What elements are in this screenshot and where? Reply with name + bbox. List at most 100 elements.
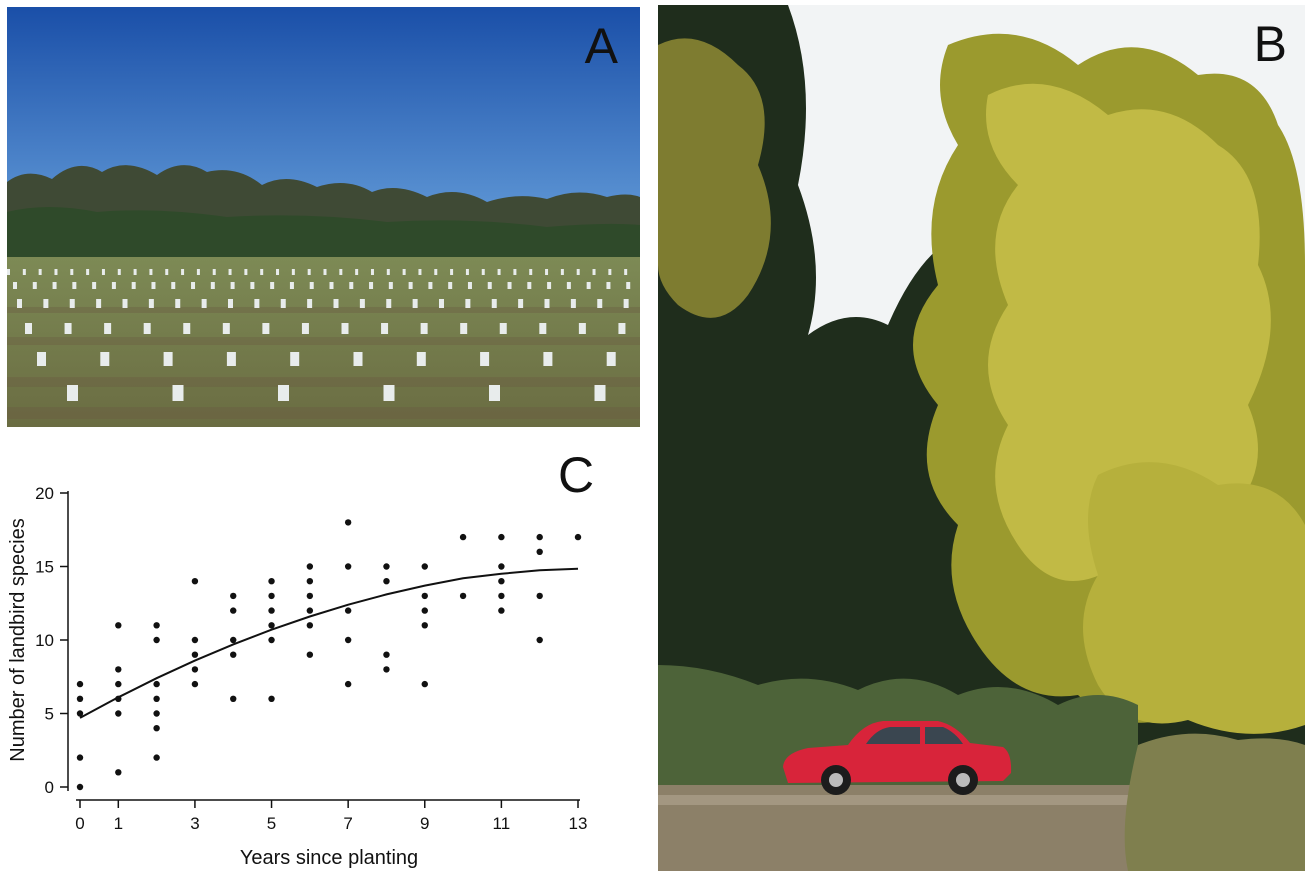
tree-shelter [151,282,156,289]
tree-shelter [329,282,334,289]
tree-shelter [341,323,349,334]
tree-shelter [226,352,236,366]
x-tick-label: 13 [569,814,588,833]
data-point [574,533,582,541]
tree-shelter [412,299,418,308]
x-tick-label: 9 [420,814,429,833]
tree-shelter [386,299,392,308]
tree-shelter [290,352,300,366]
species-richness-chart: 0 5 10 15 20 0 1 3 5 7 9 11 13 Years since planting … [0,430,650,871]
tree-shelter [122,299,128,308]
tree-shelter [7,269,10,275]
tree-shelter [210,282,215,289]
chart-points [76,519,582,791]
data-point [383,578,390,585]
tree-shelter [181,269,185,275]
tree-shelter [101,269,105,275]
tree-shelter [72,282,77,289]
tree-shelter [260,269,264,275]
data-point [76,783,84,791]
tree-shelter [383,385,395,401]
data-point [268,636,275,644]
tree-shelter [416,352,426,366]
tree-shelter [428,282,433,289]
photo-planted-field-image [7,7,640,427]
tree-shelter [96,299,102,308]
data-point [306,563,314,570]
tree-shelter [369,282,374,289]
tree-shelter [172,385,184,401]
tree-shelter [17,299,22,308]
tree-shelter [594,385,606,401]
tree-shelter [527,282,532,289]
tree-shelter [586,282,591,289]
tree-shelter [339,269,343,275]
tree-shelter [544,299,550,308]
tree-shelter [618,323,626,334]
data-point [153,622,160,629]
data-point [498,607,505,614]
tree-shelter [507,282,512,289]
tree-shelter [165,269,169,275]
tree-shelter [270,282,275,289]
data-point [230,695,237,702]
photo-mature-forest-image [658,5,1305,871]
tree-shelter [148,299,154,308]
tree-shelter [70,269,74,275]
photo-mature-forest: B [658,5,1305,871]
y-tick-label: 15 [35,558,54,577]
tree-shelter [13,282,17,289]
tree-shelter [626,282,631,289]
tree-shelter [606,352,616,366]
x-tick-label: 0 [75,814,84,833]
tree-shelter [183,323,191,334]
tree-shelter [309,282,314,289]
tree-shelter [43,299,49,308]
x-tick-label: 7 [343,814,352,833]
data-point [268,622,275,629]
tree-shelter [539,323,547,334]
tree-shelter [104,323,112,334]
tree-shelters [7,269,631,401]
data-point [153,710,160,717]
data-point [498,592,505,600]
tree-shelter [163,352,173,366]
panel-label-b: B [1253,16,1287,72]
tree-shelter [624,269,628,275]
tree-shelter [301,323,309,334]
y-tick-label: 20 [35,484,54,503]
data-point [115,769,122,776]
tree-shelter [69,299,75,308]
tree-shelter [487,282,492,289]
tree-shelter [480,352,490,366]
tree-shelter [497,269,501,275]
data-point [230,592,237,600]
data-point [153,754,160,761]
tree-shelter [131,282,136,289]
data-point [268,578,275,585]
data-point [344,607,352,614]
tree-shelter [250,282,255,289]
tree-shelter [25,323,32,334]
tree-shelter [278,385,289,401]
tree-shelter [381,323,389,334]
tree-shelter [307,299,313,308]
tree-shelter [388,282,393,289]
tree-shelter [450,269,454,275]
tree-shelter [566,282,571,289]
tree-shelter [171,282,176,289]
tree-shelter [143,323,151,334]
data-point [191,666,199,673]
x-axis-title: Years since planting [240,847,418,869]
x-tick-label: 5 [267,814,276,833]
tree-shelter [117,269,121,275]
tree-shelter [481,269,485,275]
tree-shelter [386,269,390,275]
data-point [344,563,352,570]
data-point [383,666,390,673]
tree-shelter [578,323,586,334]
panel-label-a: A [584,18,618,74]
data-point [76,710,84,717]
data-point [344,519,352,526]
